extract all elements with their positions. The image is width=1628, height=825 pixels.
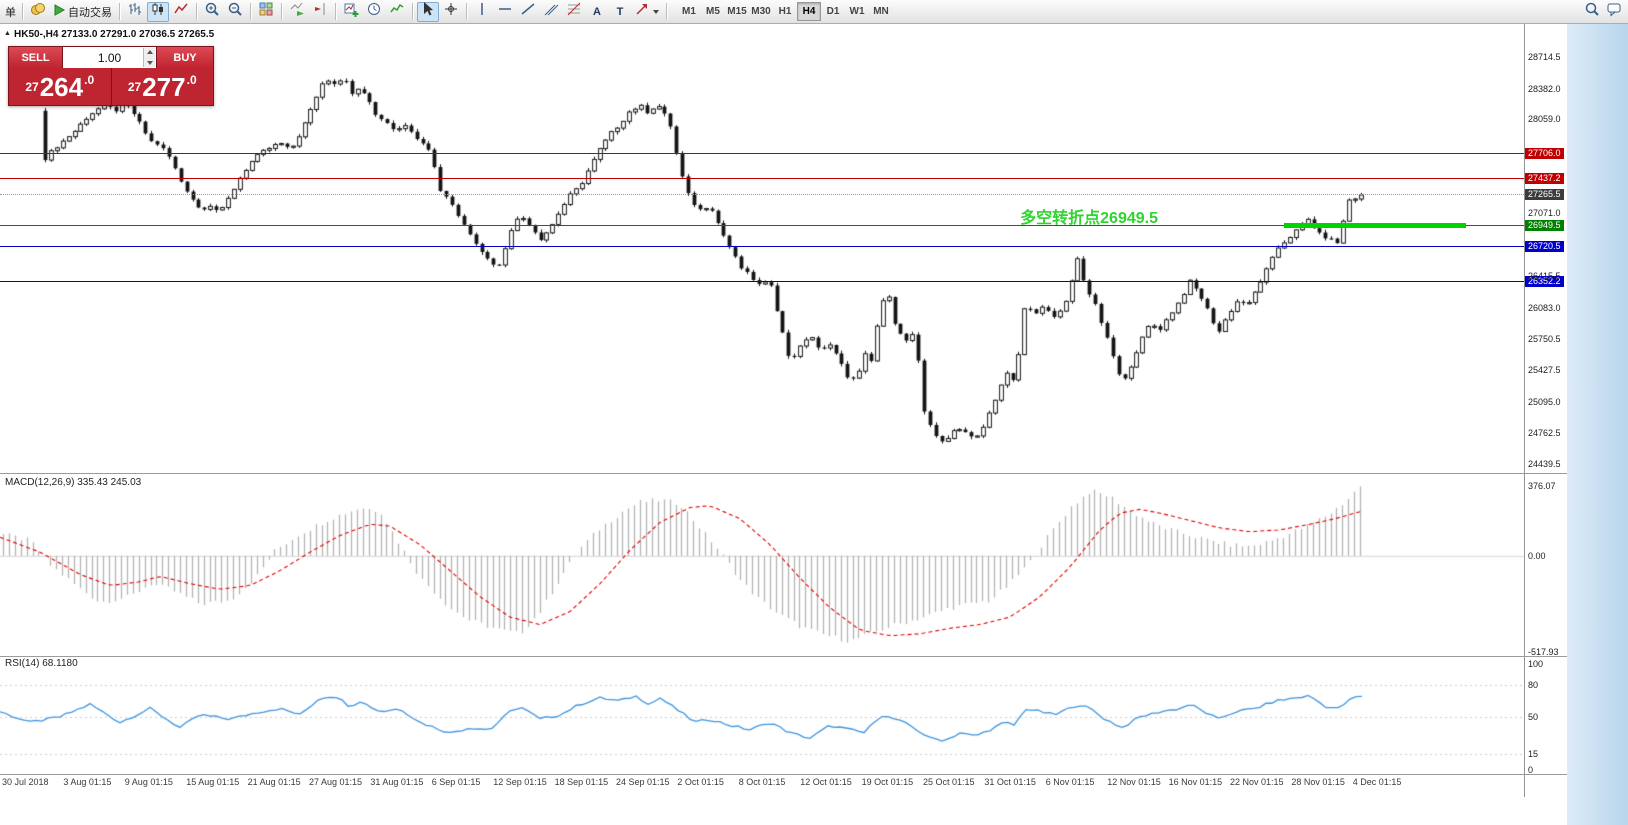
crosshair-tool-button[interactable] <box>440 2 462 22</box>
toolbar-separator <box>466 3 467 20</box>
symbol-ohlc-text: HK50-,H4 27133.0 27291.0 27036.5 27265.5 <box>14 29 215 40</box>
chat-button[interactable] <box>1603 2 1625 22</box>
cursor-tool-button[interactable] <box>417 1 439 22</box>
timeframe-h1[interactable]: H1 <box>778 6 792 17</box>
timeframe-w1[interactable]: W1 <box>849 6 865 17</box>
bar-chart-button[interactable] <box>124 2 146 22</box>
buy-price-part: .0 <box>186 73 197 87</box>
price-axis-column[interactable] <box>1524 24 1567 797</box>
new-chart-button[interactable] <box>340 2 362 22</box>
volume-down-icon[interactable] <box>146 61 153 65</box>
quick-trade-toggle-icon[interactable]: ▲ <box>4 30 11 37</box>
vertical-line-icon <box>474 1 490 22</box>
timeframe-m30[interactable]: M30 <box>751 6 771 17</box>
indicators-icon <box>389 1 405 22</box>
horizontal-line-icon <box>497 1 513 22</box>
cursor-icon <box>420 1 436 22</box>
vertical-line-tool-button[interactable] <box>471 2 493 22</box>
coins-icon <box>30 1 46 22</box>
toolbar-separator <box>412 3 413 20</box>
accounts-button[interactable] <box>27 2 49 22</box>
toolbar-separator <box>666 3 667 20</box>
buy-button[interactable]: BUY <box>157 47 213 68</box>
line-chart-button[interactable] <box>170 2 192 22</box>
candlestick-icon <box>150 1 166 22</box>
autotrading-play-icon <box>53 3 66 21</box>
main-toolbar: 单 自动交易 A T M1 M5 M15 M30 H1 H4 D1 W1 MN <box>0 0 1628 24</box>
buy-price-part: 277 <box>142 71 186 102</box>
tile-windows-icon <box>258 1 274 22</box>
line-chart-icon <box>173 1 189 22</box>
timeframe-m1[interactable]: M1 <box>682 6 696 17</box>
zoom-out-button[interactable] <box>224 2 246 22</box>
toolbar-right-group <box>1581 2 1625 22</box>
timeframe-m15[interactable]: M15 <box>727 6 747 17</box>
auto-scroll-button[interactable] <box>286 2 308 22</box>
chart-shift-icon <box>312 1 328 22</box>
channel-icon <box>543 1 559 22</box>
sell-button[interactable]: SELL <box>9 47 62 68</box>
toolbar-separator <box>281 3 282 20</box>
fibonacci-icon <box>566 1 582 22</box>
indicators-button[interactable] <box>386 2 408 22</box>
trendline-icon <box>520 1 536 22</box>
one-click-trading-panel: SELL 1.00 BUY 27 264.0 27 277.0 <box>8 46 214 106</box>
sell-price-part: 27 <box>25 79 39 94</box>
chart-title: ▲ HK50-,H4 27133.0 27291.0 27036.5 27265… <box>4 29 215 40</box>
timeframe-group: M1 M5 M15 M30 H1 H4 D1 W1 MN <box>677 2 893 21</box>
chat-bubble-icon <box>1606 1 1622 22</box>
ohlc-bars-icon <box>127 1 143 22</box>
buy-price-button[interactable]: 27 277.0 <box>112 68 214 105</box>
autotrading-label: 自动交易 <box>68 6 112 19</box>
crosshair-icon <box>443 1 459 22</box>
text-tool-button[interactable]: A <box>586 2 608 22</box>
sell-price-part: .0 <box>84 73 95 87</box>
dropdown-caret-icon <box>653 9 659 14</box>
timeframe-m5[interactable]: M5 <box>706 6 720 17</box>
zoom-in-icon <box>204 1 220 22</box>
horizontal-line-tool-button[interactable] <box>494 2 516 22</box>
volume-stepper[interactable] <box>143 48 155 67</box>
macd-label: MACD(12,26,9) 335.43 245.03 <box>5 477 142 488</box>
periods-button[interactable] <box>363 2 385 22</box>
trendline-tool-button[interactable] <box>517 2 539 22</box>
timeframe-mn[interactable]: MN <box>873 6 889 17</box>
timeframe-d1[interactable]: D1 <box>826 6 840 17</box>
sell-price-button[interactable]: 27 264.0 <box>9 68 112 105</box>
toolbar-separator <box>22 3 23 20</box>
search-icon <box>1584 1 1600 22</box>
toolbar-separator <box>119 3 120 20</box>
timeframe-h4[interactable]: H4 <box>797 2 821 21</box>
right-side-panel <box>1567 24 1628 825</box>
toolbar-separator <box>250 3 251 20</box>
arrow-shape-icon <box>635 2 649 21</box>
text-tool-icon: A <box>593 5 601 18</box>
zoom-out-icon <box>227 1 243 22</box>
volume-value: 1.00 <box>97 50 122 65</box>
channel-tool-button[interactable] <box>540 2 562 22</box>
fibonacci-tool-button[interactable] <box>563 2 585 22</box>
autotrading-button[interactable]: 自动交易 <box>50 2 115 22</box>
sell-price-part: 264 <box>39 71 84 102</box>
clock-icon <box>366 1 382 22</box>
label-tool-icon: T <box>616 5 624 18</box>
search-button[interactable] <box>1581 2 1603 22</box>
volume-input[interactable]: 1.00 <box>62 47 157 68</box>
volume-up-icon[interactable] <box>146 50 153 54</box>
zoom-in-button[interactable] <box>201 2 223 22</box>
toolbar-separator <box>196 3 197 20</box>
buy-price-part: 27 <box>127 79 142 94</box>
rsi-label: RSI(14) 68.1180 <box>5 658 78 669</box>
shapes-tool-button[interactable] <box>632 2 662 22</box>
toolbar-separator <box>335 3 336 20</box>
new-order-button[interactable]: 单 <box>5 6 16 19</box>
candlestick-chart-button[interactable] <box>147 1 169 22</box>
label-tool-button[interactable]: T <box>609 2 631 22</box>
chart-shift-button[interactable] <box>309 2 331 22</box>
tile-windows-button[interactable] <box>255 2 277 22</box>
auto-scroll-icon <box>289 1 305 22</box>
new-chart-icon <box>343 1 359 22</box>
